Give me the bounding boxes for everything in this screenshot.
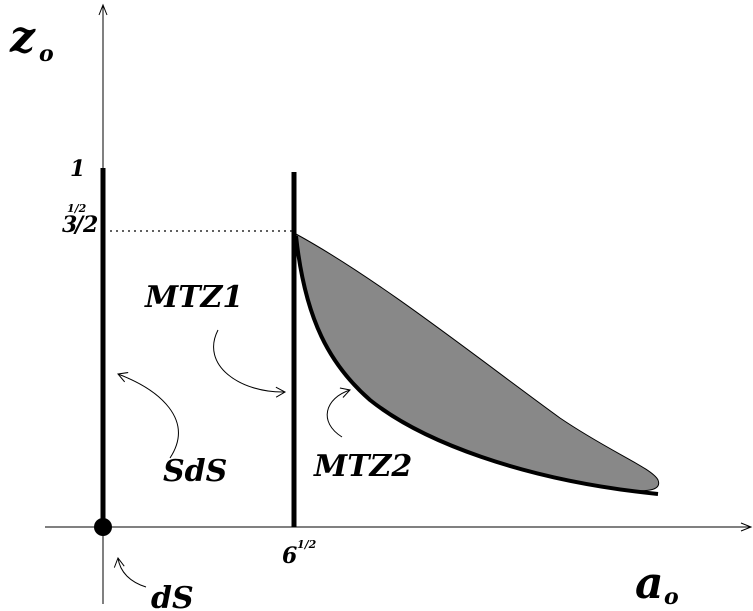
mtz2-label: MTZ2	[313, 449, 412, 484]
y-tick-sqrt3-denominator: /2	[73, 212, 98, 238]
ds-point	[94, 518, 112, 536]
x-tick-sqrt6: 6	[282, 543, 297, 569]
x-axis-label: a	[635, 558, 664, 609]
ds-pointer-arrow	[113, 556, 147, 588]
y-axis-arrowhead	[98, 3, 108, 16]
y-axis-label: z	[9, 12, 36, 63]
y-tick-sqrt3-exponent: 1/2	[67, 202, 87, 215]
mtz1-pointer-arrow	[213, 329, 287, 398]
y-tick-sqrt3: 3	[62, 212, 77, 238]
sds-pointer-arrow	[117, 372, 179, 459]
x-axis-arrowhead	[740, 522, 753, 532]
mtz1-label: MTZ1	[144, 280, 243, 315]
x-tick-sqrt6-exponent: 1/2	[297, 538, 317, 551]
y-tick-one: 1	[70, 156, 85, 182]
y-axis-label-subscript: o	[39, 41, 54, 67]
x-axis-label-subscript: o	[664, 584, 679, 610]
sds-label: SdS	[163, 454, 227, 489]
ds-label: dS	[151, 581, 194, 611]
mtz2-lower-boundary	[294, 235, 659, 496]
mtz2-pointer-arrow	[326, 387, 351, 438]
